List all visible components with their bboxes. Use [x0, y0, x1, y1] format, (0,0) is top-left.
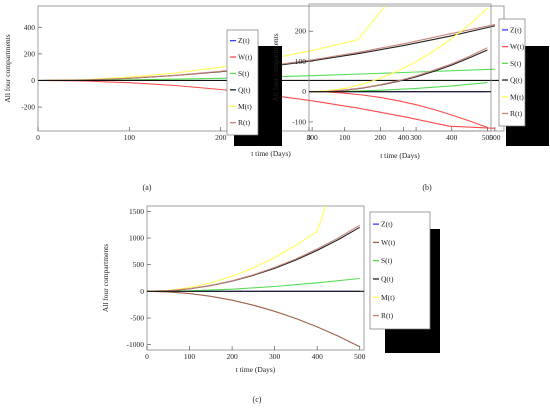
legend-box — [498, 18, 526, 127]
x-tick-label: 500 — [354, 352, 366, 361]
legend-entry: M(t) — [510, 92, 524, 101]
plot-frame — [308, 3, 492, 132]
series-line-rt — [147, 224, 360, 292]
legend-entry: S(t) — [238, 69, 250, 78]
chart-panel-3: 0 100 200 300 400 500 -1000 -500 0 500 1000 1500 t t… — [101, 205, 440, 404]
y-tick-label: 0 — [302, 87, 306, 96]
x-tick-label: 500 — [489, 133, 501, 142]
x-tick-label: 0 — [145, 352, 149, 361]
x-tick-label: 400 — [446, 133, 458, 142]
y-tick-label: 200 — [24, 49, 36, 58]
y-tick-label: 0 — [31, 76, 35, 85]
x-tick-label: 300 — [410, 133, 422, 142]
x-tick-label: 200 — [226, 352, 238, 361]
x-tick-label: 0 — [36, 133, 40, 142]
series-line-rt — [309, 47, 488, 93]
series-line-mt — [38, 6, 386, 82]
series-line-wt — [147, 290, 360, 348]
y-tick-label: -500 — [130, 314, 144, 323]
x-tick-label: 100 — [339, 133, 351, 142]
legend-entry: R(t) — [238, 118, 251, 127]
y-axis-label: All four compartments — [271, 33, 280, 101]
legend-entry: R(t) — [510, 109, 523, 118]
series-group — [147, 206, 364, 348]
x-tick-label: 500 — [482, 133, 494, 142]
legend-box — [369, 211, 431, 330]
y-axis-label: All four compartments — [101, 244, 110, 312]
x-tick-label: 400 — [312, 352, 324, 361]
y-tick-label: -100 — [292, 117, 306, 126]
x-axis-label: t time (Days) — [236, 365, 276, 374]
x-axis-label: t time (Days) — [380, 151, 420, 160]
x-tick-label: 300 — [306, 133, 318, 142]
legend-entry: S(t) — [381, 256, 393, 265]
legend-entry: S(t) — [510, 59, 522, 68]
x-tick-label: 400 — [398, 133, 410, 142]
legend-entry: W(t) — [238, 53, 253, 62]
x-tick-label: 300 — [269, 352, 281, 361]
legend-entry: W(t) — [381, 238, 396, 247]
x-tick-label: 200 — [215, 133, 227, 142]
x-tick-label: 200 — [375, 133, 387, 142]
legend-entry: M(t) — [238, 102, 252, 111]
y-tick-label: -200 — [21, 103, 35, 112]
y-tick-label: 200 — [295, 27, 307, 36]
series-line-mt — [309, 7, 488, 93]
legend-entry: R(t) — [381, 311, 394, 320]
legend-entry: Z(t) — [238, 36, 250, 45]
y-tick-label: -1000 — [127, 340, 145, 349]
legend-entry: W(t) — [510, 42, 525, 51]
panel-label: (c) — [253, 395, 262, 404]
legend-entry: Q(t) — [238, 85, 251, 94]
y-tick-label: 100 — [295, 57, 307, 66]
y-tick-label: 400 — [24, 23, 36, 32]
series-line-mt — [147, 206, 327, 292]
series-line-wt — [309, 91, 488, 128]
legend-entry: Q(t) — [510, 76, 523, 85]
x-axis-label: t time (Days) — [251, 149, 291, 158]
legend-box — [226, 29, 259, 136]
y-tick-label: 500 — [133, 260, 145, 269]
y-tick-label: 1500 — [129, 207, 144, 216]
legend-entry: Z(t) — [381, 220, 393, 229]
x-tick-label: 0 — [307, 133, 311, 142]
legend-entry: Z(t) — [510, 25, 522, 34]
legend-entry: Q(t) — [381, 274, 394, 283]
plot-frame — [146, 205, 365, 351]
x-tick-label: 100 — [184, 352, 196, 361]
panel-label: (b) — [422, 183, 432, 192]
y-axis-label: All four compartments — [3, 34, 12, 102]
y-tick-label: 1000 — [129, 234, 144, 243]
series-group — [309, 7, 491, 128]
panel-label: (a) — [143, 183, 152, 192]
y-tick-label: 0 — [140, 287, 144, 296]
x-tick-label: 100 — [124, 133, 136, 142]
legend-entry: M(t) — [381, 293, 395, 302]
